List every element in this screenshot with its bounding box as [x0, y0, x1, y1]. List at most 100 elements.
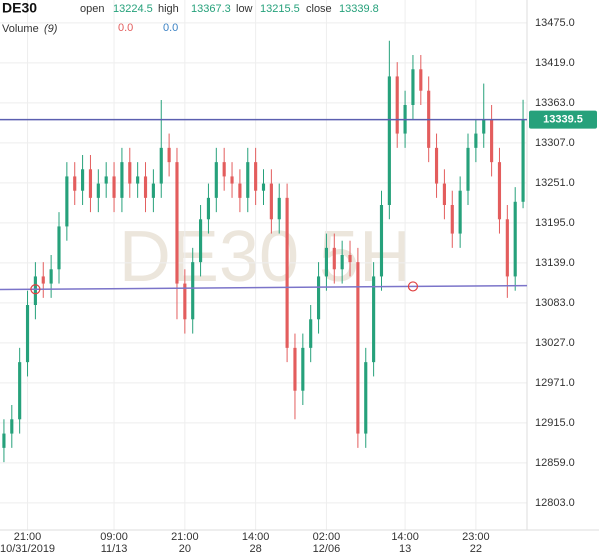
x-tick-sublabel: 13 — [399, 543, 411, 555]
candle-body — [206, 197, 211, 220]
candle-body — [269, 183, 273, 220]
candle-body — [159, 147, 163, 184]
candle-body — [497, 162, 502, 220]
candle-body — [10, 419, 14, 434]
candle-body — [395, 76, 399, 134]
candle-body — [18, 362, 22, 420]
y-tick-label: 12803.0 — [535, 497, 575, 509]
candle-body — [356, 262, 360, 434]
x-tick-label: 02:00 — [313, 531, 341, 543]
trendline — [0, 284, 528, 291]
candle-body — [309, 319, 313, 348]
field-label: high — [158, 3, 179, 15]
candle-body — [348, 255, 352, 263]
candle-body — [340, 255, 344, 270]
x-tick-label: 14:00 — [391, 531, 419, 543]
candle-body — [214, 162, 218, 198]
x-tick-label: 23:00 — [462, 531, 490, 543]
candle-body — [513, 201, 517, 277]
candle-body — [301, 347, 305, 391]
y-tick-label: 13251.0 — [535, 177, 575, 189]
candle-body — [151, 183, 155, 198]
candle-body — [411, 69, 415, 105]
volume-param: (9) — [44, 23, 58, 35]
candle-body — [136, 176, 140, 184]
candle-body — [222, 162, 226, 177]
y-tick-label: 13363.0 — [535, 97, 575, 109]
field-label: open — [80, 3, 104, 15]
candle-body — [379, 205, 384, 277]
candle-body — [364, 362, 368, 434]
trendline-anchor — [407, 281, 419, 292]
candle-body — [324, 247, 328, 277]
volume-value: 0.0 — [118, 22, 133, 34]
candle-body — [277, 197, 281, 220]
candle-body — [199, 219, 203, 263]
candle-body — [332, 247, 336, 270]
volume-label: Volume — [2, 23, 39, 35]
candle-body — [442, 183, 446, 205]
x-tick-sublabel: 10/31/2019 — [0, 543, 55, 555]
candle-body — [419, 69, 423, 91]
watermark: DE30 5H — [119, 217, 411, 297]
symbol: DE30 — [2, 0, 37, 16]
x-tick-sublabel: 28 — [250, 543, 262, 555]
y-tick-label: 12971.0 — [535, 377, 575, 389]
y-tick-label: 13475.0 — [535, 17, 575, 29]
field-value: 13224.5 — [113, 3, 153, 15]
candle-body — [49, 269, 53, 284]
y-tick-label: 13307.0 — [535, 137, 575, 149]
x-tick-sublabel: 11/13 — [101, 543, 128, 555]
candle-body — [458, 190, 462, 234]
candle-body — [73, 176, 77, 191]
candle-body — [482, 119, 486, 134]
candle-body — [57, 226, 61, 270]
candle-body — [2, 433, 6, 448]
candle-body — [230, 176, 234, 184]
field-label: low — [236, 3, 253, 15]
candle-body — [474, 133, 478, 148]
candle-body — [88, 169, 93, 198]
x-tick-label: 21:00 — [171, 531, 199, 543]
candle-body — [521, 119, 525, 202]
candle-body — [183, 283, 187, 320]
candle-body — [96, 183, 100, 198]
candle-body — [261, 183, 266, 191]
y-tick-label: 13419.0 — [535, 57, 575, 69]
price-label-box — [529, 110, 597, 129]
y-tick-label: 13027.0 — [535, 337, 575, 349]
x-tick-sublabel: 22 — [470, 543, 482, 555]
candle-body — [246, 162, 250, 198]
field-value: 13367.3 — [191, 3, 231, 15]
y-tick-label: 12915.0 — [535, 417, 575, 429]
candle-body — [434, 147, 439, 184]
candle-body — [167, 147, 171, 163]
candle-body — [25, 305, 30, 363]
candle-body — [143, 176, 148, 198]
candle-body — [65, 176, 69, 227]
candle-body — [128, 162, 132, 184]
y-tick-label: 12859.0 — [535, 457, 575, 469]
candle-body — [41, 276, 45, 284]
y-tick-label: 13139.0 — [535, 257, 575, 269]
candle-body — [372, 276, 376, 363]
candle-body — [293, 347, 297, 391]
y-tick-label: 13195.0 — [535, 217, 575, 229]
x-tick-sublabel: 20 — [179, 543, 191, 555]
candle-body — [81, 169, 85, 191]
candle-body — [466, 147, 470, 191]
field-value: 13215.5 — [260, 3, 300, 15]
x-tick-label: 21:00 — [14, 531, 42, 543]
candle-body — [238, 183, 242, 198]
candle-body — [191, 262, 195, 320]
price-label: 13339.5 — [543, 114, 583, 126]
candle-body — [254, 162, 258, 191]
candle-body — [112, 176, 116, 198]
field-label: close — [306, 3, 332, 15]
x-tick-label: 14:00 — [242, 531, 270, 543]
candle-body — [505, 219, 509, 277]
candle-body — [316, 276, 321, 320]
x-tick-label: 09:00 — [100, 531, 128, 543]
